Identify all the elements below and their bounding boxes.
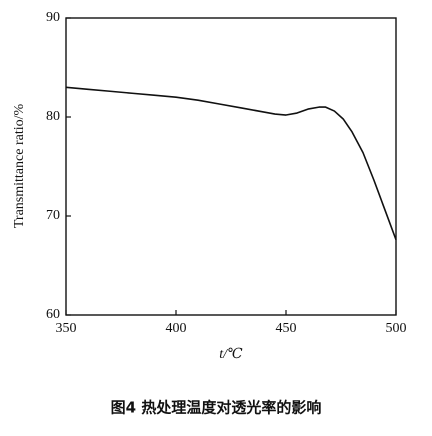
y-tick-label: 70 — [46, 208, 60, 223]
y-tick-label: 90 — [46, 10, 60, 25]
plot-frame — [65, 17, 397, 316]
y-tick-label: 60 — [46, 307, 60, 322]
y-tick-label: 80 — [46, 109, 60, 124]
x-tick-label: 400 — [166, 321, 187, 336]
y-axis-label: Transmittance ratio/% — [12, 104, 27, 229]
x-tick-label: 500 — [386, 321, 407, 336]
x-tick-label: 350 — [56, 321, 77, 336]
x-tick-label: 450 — [276, 321, 297, 336]
x-axis-label: t/℃ — [219, 347, 243, 362]
caption: 图4 热处理温度对透光率的影响 — [111, 399, 322, 417]
data-line — [65, 86, 397, 241]
